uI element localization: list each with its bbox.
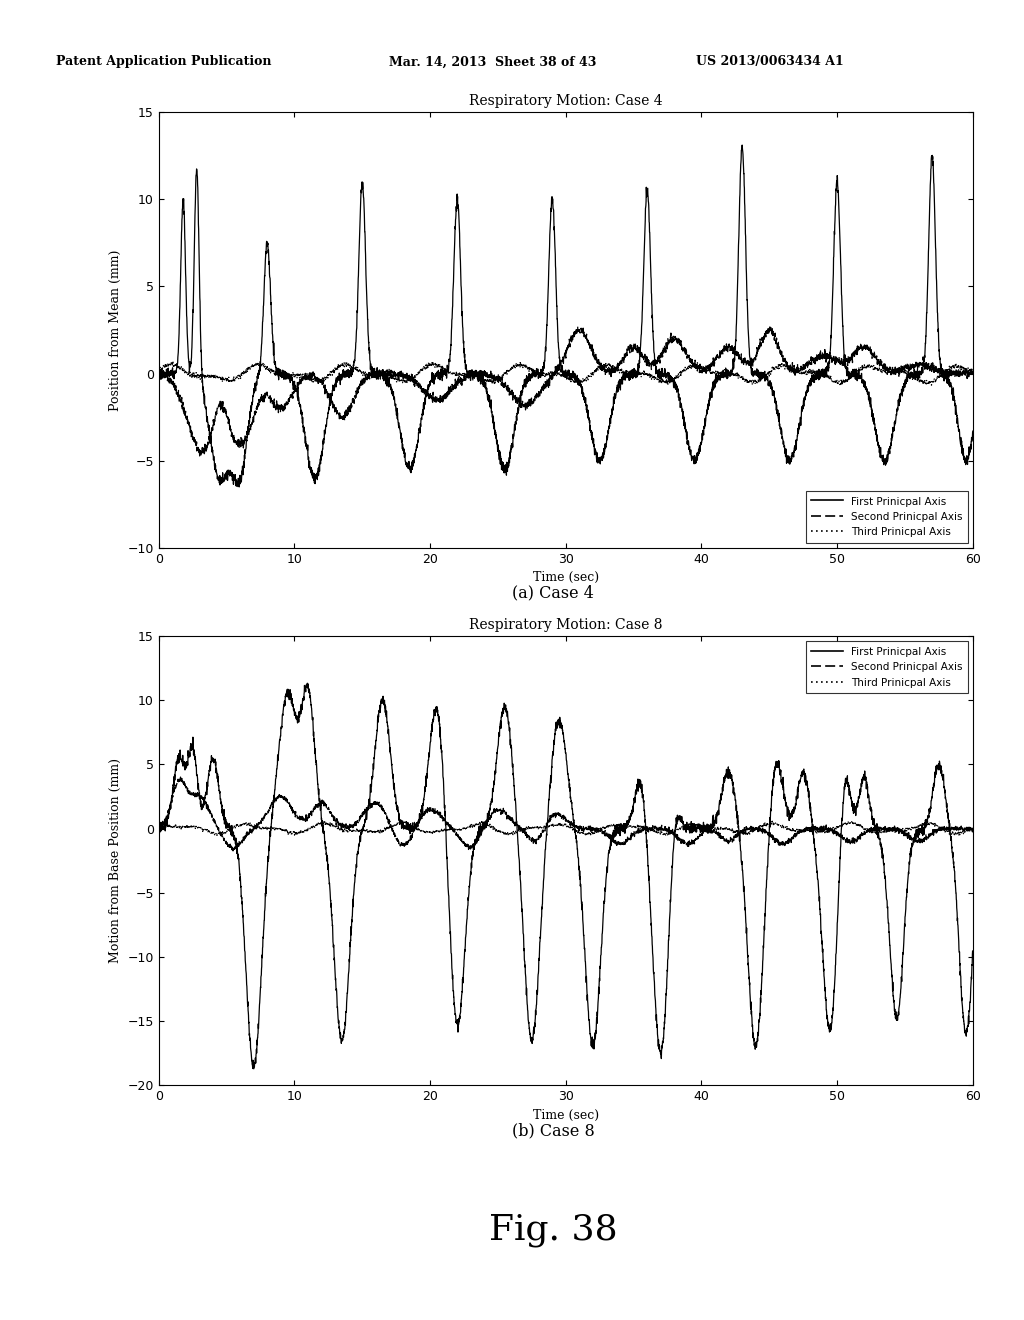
Text: Patent Application Publication: Patent Application Publication: [56, 55, 271, 69]
Title: Respiratory Motion: Case 8: Respiratory Motion: Case 8: [469, 618, 663, 632]
Text: (a) Case 4: (a) Case 4: [512, 585, 594, 602]
X-axis label: Time (sec): Time (sec): [532, 572, 599, 585]
Y-axis label: Motion from Base Position (mm): Motion from Base Position (mm): [109, 758, 122, 964]
Title: Respiratory Motion: Case 4: Respiratory Motion: Case 4: [469, 94, 663, 108]
Legend: First Prinicpal Axis, Second Prinicpal Axis, Third Prinicpal Axis: First Prinicpal Axis, Second Prinicpal A…: [806, 491, 968, 543]
Text: Mar. 14, 2013  Sheet 38 of 43: Mar. 14, 2013 Sheet 38 of 43: [389, 55, 597, 69]
X-axis label: Time (sec): Time (sec): [532, 1109, 599, 1122]
Y-axis label: Position from Mean (mm): Position from Mean (mm): [109, 249, 122, 411]
Text: US 2013/0063434 A1: US 2013/0063434 A1: [696, 55, 844, 69]
Text: (b) Case 8: (b) Case 8: [512, 1122, 594, 1139]
Legend: First Prinicpal Axis, Second Prinicpal Axis, Third Prinicpal Axis: First Prinicpal Axis, Second Prinicpal A…: [806, 642, 968, 693]
Text: Fig. 38: Fig. 38: [488, 1213, 617, 1247]
